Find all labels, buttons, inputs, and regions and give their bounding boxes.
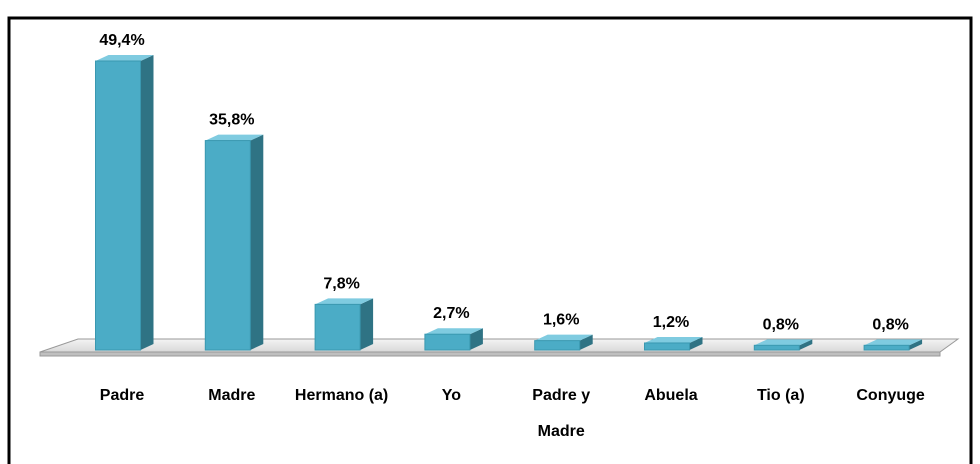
bar-top [95, 55, 154, 62]
bar [204, 140, 251, 351]
bar [424, 333, 471, 351]
data-label: 0,8% [763, 316, 799, 333]
bar [95, 60, 141, 351]
bar-top [754, 339, 813, 346]
bar [753, 344, 800, 351]
data-label: 7,8% [323, 275, 359, 292]
data-label: 2,7% [433, 305, 469, 322]
floor-edge [39, 351, 941, 357]
bar-side [250, 134, 264, 350]
bar [534, 340, 581, 351]
x-tick-label: Padre y Madre [532, 387, 591, 440]
bar-side [799, 339, 813, 350]
data-label: 35,8% [209, 112, 254, 129]
bar-top [205, 134, 264, 141]
x-tick-label: Yo [441, 387, 462, 404]
data-label: 49,4% [99, 32, 144, 49]
bar-top [534, 334, 593, 341]
x-tick-label: Hermano (a) [294, 387, 389, 404]
x-tick-label: Conyuge [856, 387, 925, 404]
data-label: 1,6% [543, 312, 579, 329]
bar [644, 342, 690, 351]
bar-side [579, 334, 593, 350]
bar-side [140, 55, 154, 350]
bar [314, 303, 361, 351]
data-label: 1,2% [653, 314, 689, 331]
floor [39, 338, 960, 353]
x-tick-label: Abuela [644, 387, 698, 404]
bar-side [689, 336, 703, 350]
x-tick-label: Madre [208, 387, 256, 404]
x-tick-label: Tio (a) [756, 387, 805, 404]
bar-side [469, 328, 483, 350]
bar-top [424, 328, 483, 335]
bar-side [360, 298, 374, 350]
chart-border [7, 16, 973, 464]
data-label: 0,8% [872, 316, 908, 333]
bar-top [315, 298, 374, 305]
bar [863, 344, 910, 351]
bar-top [864, 339, 923, 346]
x-tick-label: Padre [99, 387, 145, 404]
bar-side [909, 339, 923, 350]
bar-top [644, 336, 703, 343]
